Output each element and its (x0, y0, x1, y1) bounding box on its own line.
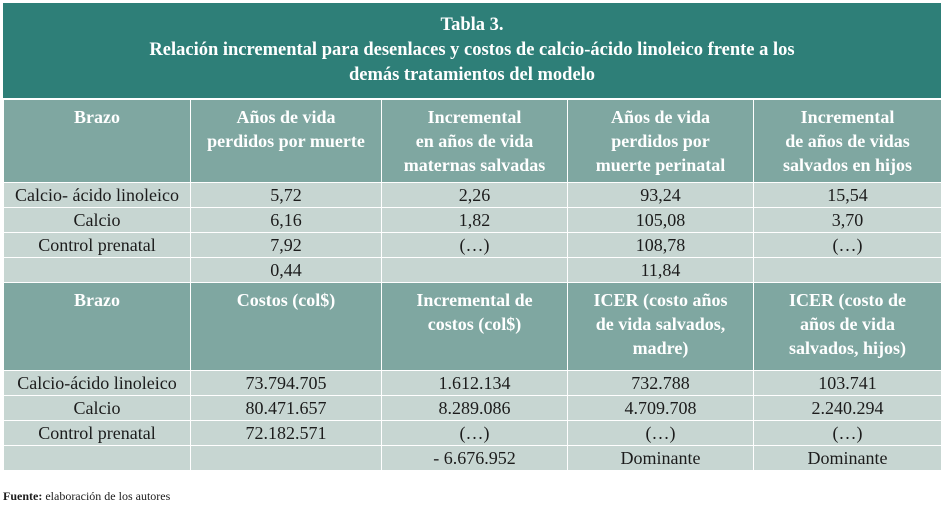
table-row: Control prenatal 72.182.571 (…) (…) (…) (3, 420, 942, 446)
value-cell (190, 445, 382, 471)
value-cell: 73.794.705 (190, 370, 382, 396)
table-row: - 6.676.952 Dominante Dominante (3, 445, 942, 471)
value-cell: (…) (381, 420, 568, 446)
value-cell: (…) (753, 232, 942, 258)
column-header: Brazo (3, 282, 191, 371)
header-row: Brazo Años de vida perdidos por muerte Incr… (3, 99, 942, 183)
value-cell (753, 257, 942, 283)
column-header: ICER (costo de años de vida salvados, hijo… (753, 282, 942, 371)
column-header-line: Incremental (800, 107, 895, 127)
value-cell: 72.182.571 (190, 420, 382, 446)
table-title-line-1: Relación incremental para desenlaces y c… (149, 40, 795, 60)
arm-name-cell: Control prenatal (3, 232, 191, 258)
value-cell: 105,08 (567, 207, 754, 233)
column-header-line: ICER (costo años (593, 290, 728, 310)
value-cell: Dominante (567, 445, 754, 471)
value-cell: 8.289.086 (381, 395, 568, 421)
value-cell: 1.612.134 (381, 370, 568, 396)
value-cell: 1,82 (381, 207, 568, 233)
header-row: Brazo Costos (col$) Incremental de costos (… (3, 282, 942, 371)
value-cell: 2.240.294 (753, 395, 942, 421)
value-cell: (…) (381, 232, 568, 258)
value-cell: 5,72 (190, 182, 382, 208)
column-header-line: de años de vidas (785, 131, 910, 151)
column-header: Años de vida perdidos por muerte (190, 99, 382, 183)
table-row: Calcio 6,16 1,82 105,08 3,70 (3, 207, 942, 233)
arm-name-cell: Control prenatal (3, 420, 191, 446)
value-cell: 7,92 (190, 232, 382, 258)
value-cell: 108,78 (567, 232, 754, 258)
value-cell: 4.709.708 (567, 395, 754, 421)
column-header-line: años de vida (799, 314, 896, 334)
column-header-line: salvados, hijos) (788, 338, 907, 358)
column-header-line: Brazo (74, 290, 120, 310)
column-header-line: Costos (col$) (236, 290, 336, 310)
column-header-line: Brazo (74, 107, 120, 127)
value-cell (381, 257, 568, 283)
value-cell: (…) (753, 420, 942, 446)
table-row: Control prenatal 7,92 (…) 108,78 (…) (3, 232, 942, 258)
value-cell: (…) (567, 420, 754, 446)
table-number: Tabla 3. (440, 15, 504, 35)
column-header-line: muerte perinatal (595, 155, 726, 175)
data-table: Brazo Años de vida perdidos por muerte Incr… (3, 99, 942, 471)
table-row: Calcio- ácido linoleico 5,72 2,26 93,24 15,5… (3, 182, 942, 208)
column-header-line: en años de vida (415, 131, 534, 151)
value-cell: 6,16 (190, 207, 382, 233)
value-cell: 103.741 (753, 370, 942, 396)
column-header-line: salvados en hijos (782, 155, 913, 175)
value-cell: 93,24 (567, 182, 754, 208)
value-cell: 0,44 (190, 257, 382, 283)
column-header: Costos (col$) (190, 282, 382, 371)
arm-name-cell: Calcio (3, 207, 191, 233)
column-header-line: Incremental (427, 107, 522, 127)
value-cell: 15,54 (753, 182, 942, 208)
arm-name-cell (3, 257, 191, 283)
value-cell: 732.788 (567, 370, 754, 396)
arm-name-cell: Calcio (3, 395, 191, 421)
column-header-line: perdidos por muerte (207, 131, 365, 151)
value-cell: 11,84 (567, 257, 754, 283)
column-header-line: Incremental de (416, 290, 533, 310)
arm-name-cell: Calcio-ácido linoleico (3, 370, 191, 396)
value-cell: 2,26 (381, 182, 568, 208)
column-header: Incremental de costos (col$) (381, 282, 568, 371)
arm-name-cell: Calcio- ácido linoleico (3, 182, 191, 208)
table-title-line-2: demás tratamientos del modelo (348, 65, 596, 85)
value-cell: 3,70 (753, 207, 942, 233)
column-header-line: de vida salvados, (595, 314, 726, 334)
footnote-label: Fuente: (3, 489, 43, 503)
column-header-line: Años de vida (236, 107, 336, 127)
table-row: Calcio 80.471.657 8.289.086 4.709.708 2.240.… (3, 395, 942, 421)
column-header-line: madre) (632, 338, 689, 358)
column-header: Brazo (3, 99, 191, 183)
column-header-line: maternas salvadas (403, 155, 546, 175)
column-header-line: Años de vida (610, 107, 711, 127)
table-title-banner: Tabla 3. Relación incremental para desen… (3, 3, 941, 98)
column-header-line: costos (col$) (427, 314, 522, 334)
column-header: Años de vida perdidos por muerte perinatal (567, 99, 754, 183)
column-header-line: ICER (costo de (789, 290, 906, 310)
table-row: 0,44 11,84 (3, 257, 942, 283)
column-header: Incremental en años de vida maternas salva… (381, 99, 568, 183)
value-cell: Dominante (753, 445, 942, 471)
column-header: ICER (costo años de vida salvados, madre) (567, 282, 754, 371)
value-cell: 80.471.657 (190, 395, 382, 421)
footnote-text: elaboración de los autores (42, 489, 171, 503)
column-header-line: perdidos por (611, 131, 710, 151)
column-header: Incremental de años de vidas salvados en h… (753, 99, 942, 183)
table-row: Calcio-ácido linoleico 73.794.705 1.612.13… (3, 370, 942, 396)
value-cell: - 6.676.952 (381, 445, 568, 471)
arm-name-cell (3, 445, 191, 471)
source-footnote: Fuente: elaboración de los autores (3, 489, 170, 504)
